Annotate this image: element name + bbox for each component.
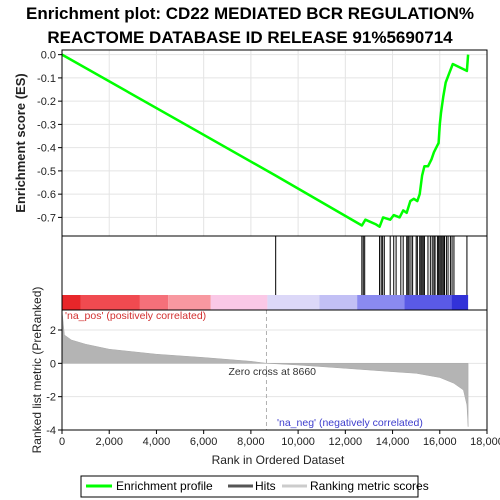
x-tick-label: 6,000 xyxy=(190,436,218,448)
x-tick-label: 8,000 xyxy=(237,436,265,448)
colorbar-segment xyxy=(139,295,169,310)
pos-correlated-label: 'na_pos' (positively correlated) xyxy=(65,310,206,322)
x-tick-label: 18,000 xyxy=(470,436,500,448)
x-tick-label: 0 xyxy=(59,436,65,448)
legend-enrichment-label: Enrichment profile xyxy=(116,479,213,493)
es-plot-area xyxy=(62,50,487,236)
colorbar-segment xyxy=(319,295,358,310)
x-tick-label: 10,000 xyxy=(281,436,315,448)
zero-cross-label: Zero cross at 8660 xyxy=(228,366,316,378)
es-ytick-label: -0.3 xyxy=(37,119,56,131)
legend: Enrichment profile Hits Ranking metric s… xyxy=(80,475,429,498)
es-ytick-label: -0.5 xyxy=(37,166,56,178)
neg-correlated-label: 'na_neg' (negatively correlated) xyxy=(277,417,423,429)
es-panel: 0.0 -0.1 -0.2 -0.3 -0.4 -0.5 -0.6 -0.7 xyxy=(37,49,488,237)
hits-panel xyxy=(61,235,488,311)
es-ytick-label: -0.4 xyxy=(37,143,56,155)
metric-frame xyxy=(61,309,488,431)
colorbar-segment xyxy=(357,295,405,310)
metric-ytick-label: 0 xyxy=(50,358,56,370)
enrichment-profile-line xyxy=(61,53,470,228)
colorbar-segment xyxy=(267,295,320,310)
ranking-metric-area xyxy=(61,309,469,427)
colorbar-segment xyxy=(62,295,81,310)
chart-title-line1: Enrichment plot: CD22 MEDIATED BCR REGUL… xyxy=(26,4,474,23)
x-tick-label: 2,000 xyxy=(95,436,123,448)
metric-ytick-label: -2 xyxy=(46,392,56,404)
es-ytick-label: -0.2 xyxy=(37,96,56,108)
metric-ytick-label: -4 xyxy=(46,425,56,437)
es-ytick-label: -0.6 xyxy=(37,189,56,201)
chart-title-line2: REACTOME DATABASE ID RELEASE 91%5690714 xyxy=(47,28,453,47)
x-axis-label: Rank in Ordered Dataset xyxy=(212,453,345,467)
es-ytick-label: -0.7 xyxy=(37,212,56,224)
x-tick-label: 4,000 xyxy=(143,436,171,448)
x-tick-label: 14,000 xyxy=(376,436,410,448)
colorbar-segment xyxy=(210,295,268,310)
x-tick-label: 16,000 xyxy=(423,436,457,448)
es-ytick-label: -0.1 xyxy=(37,73,56,85)
es-ylabel: Enrichment score (ES) xyxy=(13,73,28,212)
es-ytick-label: 0.0 xyxy=(41,50,56,62)
metric-panel: 2 0 -2 -4 Zero cross at 8660 'na_pos' (positi… xyxy=(46,309,500,448)
metric-ytick-label: 2 xyxy=(50,325,56,337)
colorbar-segment xyxy=(451,295,469,310)
colorbar-segment xyxy=(168,295,211,310)
colorbar-segment xyxy=(404,295,452,310)
legend-ranking-label: Ranking metric scores xyxy=(310,479,429,493)
legend-hits-label: Hits xyxy=(255,479,276,493)
colorbar-segment xyxy=(80,295,140,310)
metric-ylabel: Ranked list metric (PreRanked) xyxy=(30,287,44,454)
x-tick-label: 12,000 xyxy=(329,436,363,448)
